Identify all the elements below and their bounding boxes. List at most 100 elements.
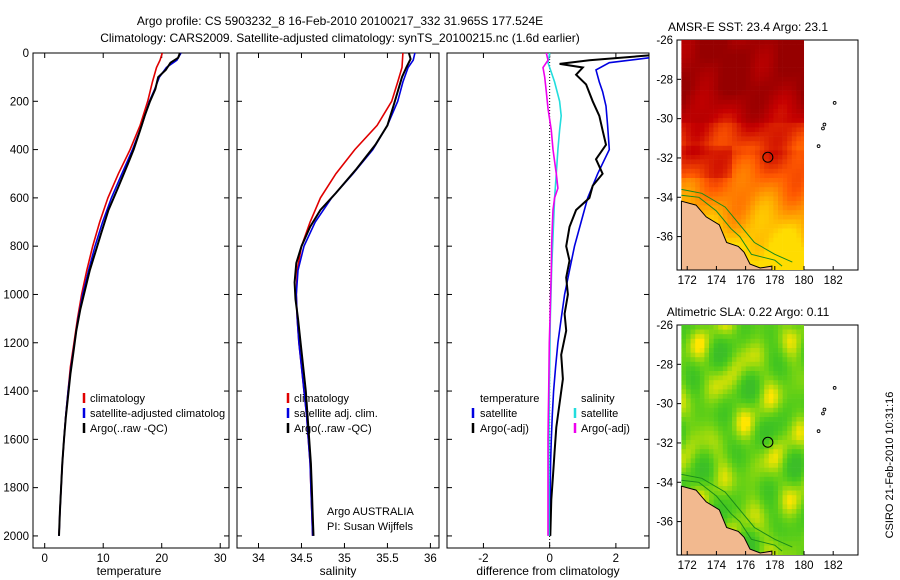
sla_map-grid-cell bbox=[699, 338, 705, 344]
sla_map-grid-cell bbox=[773, 476, 779, 482]
sst_map-grid-cell bbox=[773, 233, 779, 239]
sst_map-grid-cell bbox=[690, 44, 696, 50]
sla_map-grid-cell bbox=[782, 472, 788, 478]
sla_map-grid-cell bbox=[699, 398, 705, 404]
sla_map-grid-cell bbox=[764, 375, 770, 381]
sst_map-grid-cell bbox=[745, 237, 751, 243]
sst_map-grid-cell bbox=[681, 136, 687, 142]
sst_map-grid-cell bbox=[718, 201, 724, 206]
salinity-xtick-label: 35 bbox=[338, 553, 351, 565]
sst_map-grid-cell bbox=[755, 67, 760, 73]
sla_map-grid-cell bbox=[773, 398, 779, 404]
sla_map-grid-cell bbox=[787, 545, 793, 551]
sst_map-grid-cell bbox=[759, 113, 765, 119]
sst_map-grid-cell bbox=[787, 40, 793, 45]
sst_map-grid-cell bbox=[782, 109, 788, 114]
sla_map-grid-cell bbox=[759, 403, 765, 409]
sla_map-grid-cell bbox=[773, 541, 779, 547]
sla_map-grid-cell bbox=[732, 430, 737, 436]
sla_map-grid-cell bbox=[732, 389, 737, 395]
sst_map-grid-cell bbox=[741, 210, 747, 216]
sla_map-grid-cell bbox=[768, 486, 774, 491]
sst_map-grid-cell bbox=[801, 109, 805, 114]
sla_map-grid-cell bbox=[791, 541, 797, 547]
sst_map-grid-cell bbox=[755, 145, 760, 151]
sla_map-grid-cell bbox=[764, 527, 770, 533]
sst_map-grid-cell bbox=[764, 40, 770, 45]
sla_map-grid-cell bbox=[768, 398, 774, 404]
sst_map-grid-cell bbox=[727, 86, 733, 91]
sst_map-grid-cell bbox=[778, 196, 783, 202]
sla_map-grid-cell bbox=[690, 486, 696, 491]
sla_map-grid-cell bbox=[773, 375, 779, 381]
sst_map-grid-cell bbox=[787, 196, 793, 202]
sst_map-grid-cell bbox=[741, 109, 747, 114]
sst_map-grid-cell bbox=[709, 40, 714, 45]
sla_map-grid-cell bbox=[750, 527, 756, 533]
difference-xtick-label: 0 bbox=[546, 553, 552, 565]
sla_map-grid-cell bbox=[686, 453, 691, 459]
sla_map-grid-cell bbox=[791, 329, 797, 335]
sla_map-grid-cell bbox=[722, 407, 728, 413]
sst_map-grid-cell bbox=[759, 247, 765, 252]
sla_map-grid-cell bbox=[727, 357, 733, 363]
sst_map-grid-cell bbox=[722, 168, 728, 174]
sst_map-grid-cell bbox=[755, 233, 760, 239]
sla_map-grid-cell bbox=[787, 343, 793, 349]
sst_map-grid-cell bbox=[764, 210, 770, 216]
sst_map-grid-cell bbox=[741, 40, 747, 45]
sla_map-grid-cell bbox=[745, 490, 751, 496]
sla_map-grid-cell bbox=[727, 509, 733, 514]
sla_map-grid-cell bbox=[755, 453, 760, 459]
sla_map-grid-cell bbox=[778, 472, 783, 478]
sst_map-grid-cell bbox=[782, 205, 788, 211]
sla_map-grid-cell bbox=[741, 532, 747, 537]
sla_map-grid-cell bbox=[709, 325, 714, 330]
sla_map-grid-cell bbox=[704, 389, 710, 395]
sla_map-grid-cell bbox=[736, 361, 742, 367]
sst_map-grid-cell bbox=[727, 196, 733, 202]
sst_map-grid-cell bbox=[759, 49, 765, 55]
sla_map-grid-cell bbox=[713, 398, 719, 404]
sla_map-grid-cell bbox=[796, 371, 802, 376]
sla_map-grid-cell bbox=[690, 357, 696, 363]
sla_map-grid-cell bbox=[727, 334, 733, 340]
sst_map-grid-cell bbox=[778, 187, 783, 193]
sla_map-grid-cell bbox=[759, 329, 765, 335]
sst_map-grid-cell bbox=[778, 191, 783, 197]
sla_map-grid-cell bbox=[709, 486, 714, 491]
sst_map-grid-cell bbox=[690, 173, 696, 179]
sla_map-grid-cell bbox=[704, 403, 710, 409]
sst_map-grid-cell bbox=[796, 182, 802, 188]
sla_map-grid-cell bbox=[732, 513, 737, 519]
sla_map-grid-cell bbox=[722, 343, 728, 349]
sla_map-grid-cell bbox=[801, 394, 805, 399]
sst_map-grid-cell bbox=[801, 237, 805, 243]
sst_map-grid-cell bbox=[755, 127, 760, 133]
sst_map-grid-cell bbox=[801, 251, 805, 257]
sst_map-grid-cell bbox=[796, 49, 802, 55]
sst_map-grid-cell bbox=[704, 187, 710, 193]
sla_map-grid-cell bbox=[791, 334, 797, 340]
sst_map-grid-cell bbox=[699, 109, 705, 114]
sla_map-grid-cell bbox=[773, 366, 779, 372]
sla_map-grid-cell bbox=[764, 407, 770, 413]
sst_map-grid-cell bbox=[704, 63, 710, 68]
sst_map-grid-cell bbox=[801, 136, 805, 142]
sla_map-grid-cell bbox=[778, 513, 783, 519]
sst_map-grid-cell bbox=[796, 210, 802, 216]
sla_map-grid-cell bbox=[709, 384, 714, 390]
sst_map-grid-cell bbox=[759, 251, 765, 257]
sla_map-grid-cell bbox=[736, 398, 742, 404]
sla_map-grid-cell bbox=[801, 348, 805, 353]
sla_map-grid-cell bbox=[778, 371, 783, 376]
sla_map-grid-cell bbox=[791, 513, 797, 519]
sst_map-grid-cell bbox=[690, 196, 696, 202]
sst_map-grid-cell bbox=[759, 122, 765, 128]
sla_map-grid-cell bbox=[755, 545, 760, 551]
sla_map-grid-cell bbox=[722, 430, 728, 436]
sla_map-grid-cell bbox=[801, 426, 805, 432]
sst_map-grid-cell bbox=[787, 159, 793, 165]
sst_map-grid-cell bbox=[791, 265, 797, 270]
